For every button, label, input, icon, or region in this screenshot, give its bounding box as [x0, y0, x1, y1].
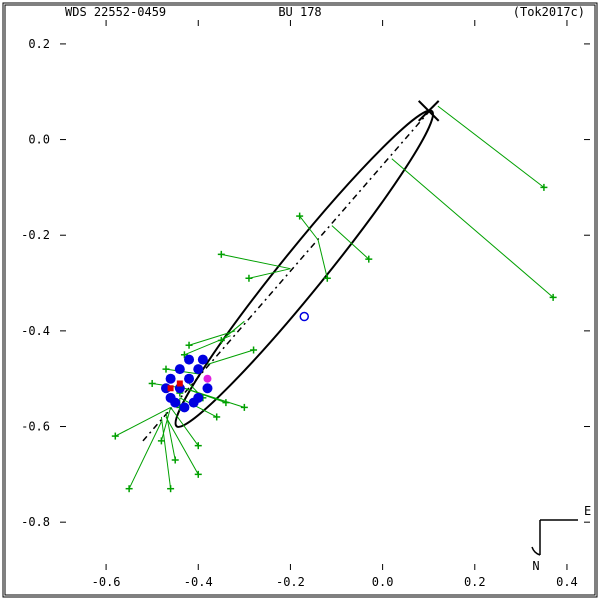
svg-text:0.2: 0.2 — [464, 575, 486, 589]
svg-text:-0.8: -0.8 — [21, 515, 50, 529]
svg-text:-0.2: -0.2 — [276, 575, 305, 589]
svg-text:-0.2: -0.2 — [21, 228, 50, 242]
svg-text:0.4: 0.4 — [556, 575, 578, 589]
compass-east: E — [584, 504, 591, 518]
title-center: BU 178 — [278, 5, 321, 19]
title-right: (Tok2017c) — [513, 5, 585, 19]
compass-north: N — [532, 559, 539, 573]
orbit-plot: -0.6 -0.4 -0.2 0.0 0.2 0.4 -0.8 -0.6 -0.4 -0.2 0.0… — [0, 0, 600, 600]
title-left: WDS 22552-0459 — [65, 5, 166, 19]
svg-text:-0.6: -0.6 — [92, 575, 121, 589]
line-of-nodes — [143, 101, 438, 441]
svg-text:-0.4: -0.4 — [21, 324, 50, 338]
svg-text:-0.4: -0.4 — [184, 575, 213, 589]
svg-text:-0.6: -0.6 — [21, 420, 50, 434]
svg-text:0.0: 0.0 — [372, 575, 394, 589]
svg-text:0.0: 0.0 — [28, 133, 50, 147]
svg-text:0.2: 0.2 — [28, 37, 50, 51]
